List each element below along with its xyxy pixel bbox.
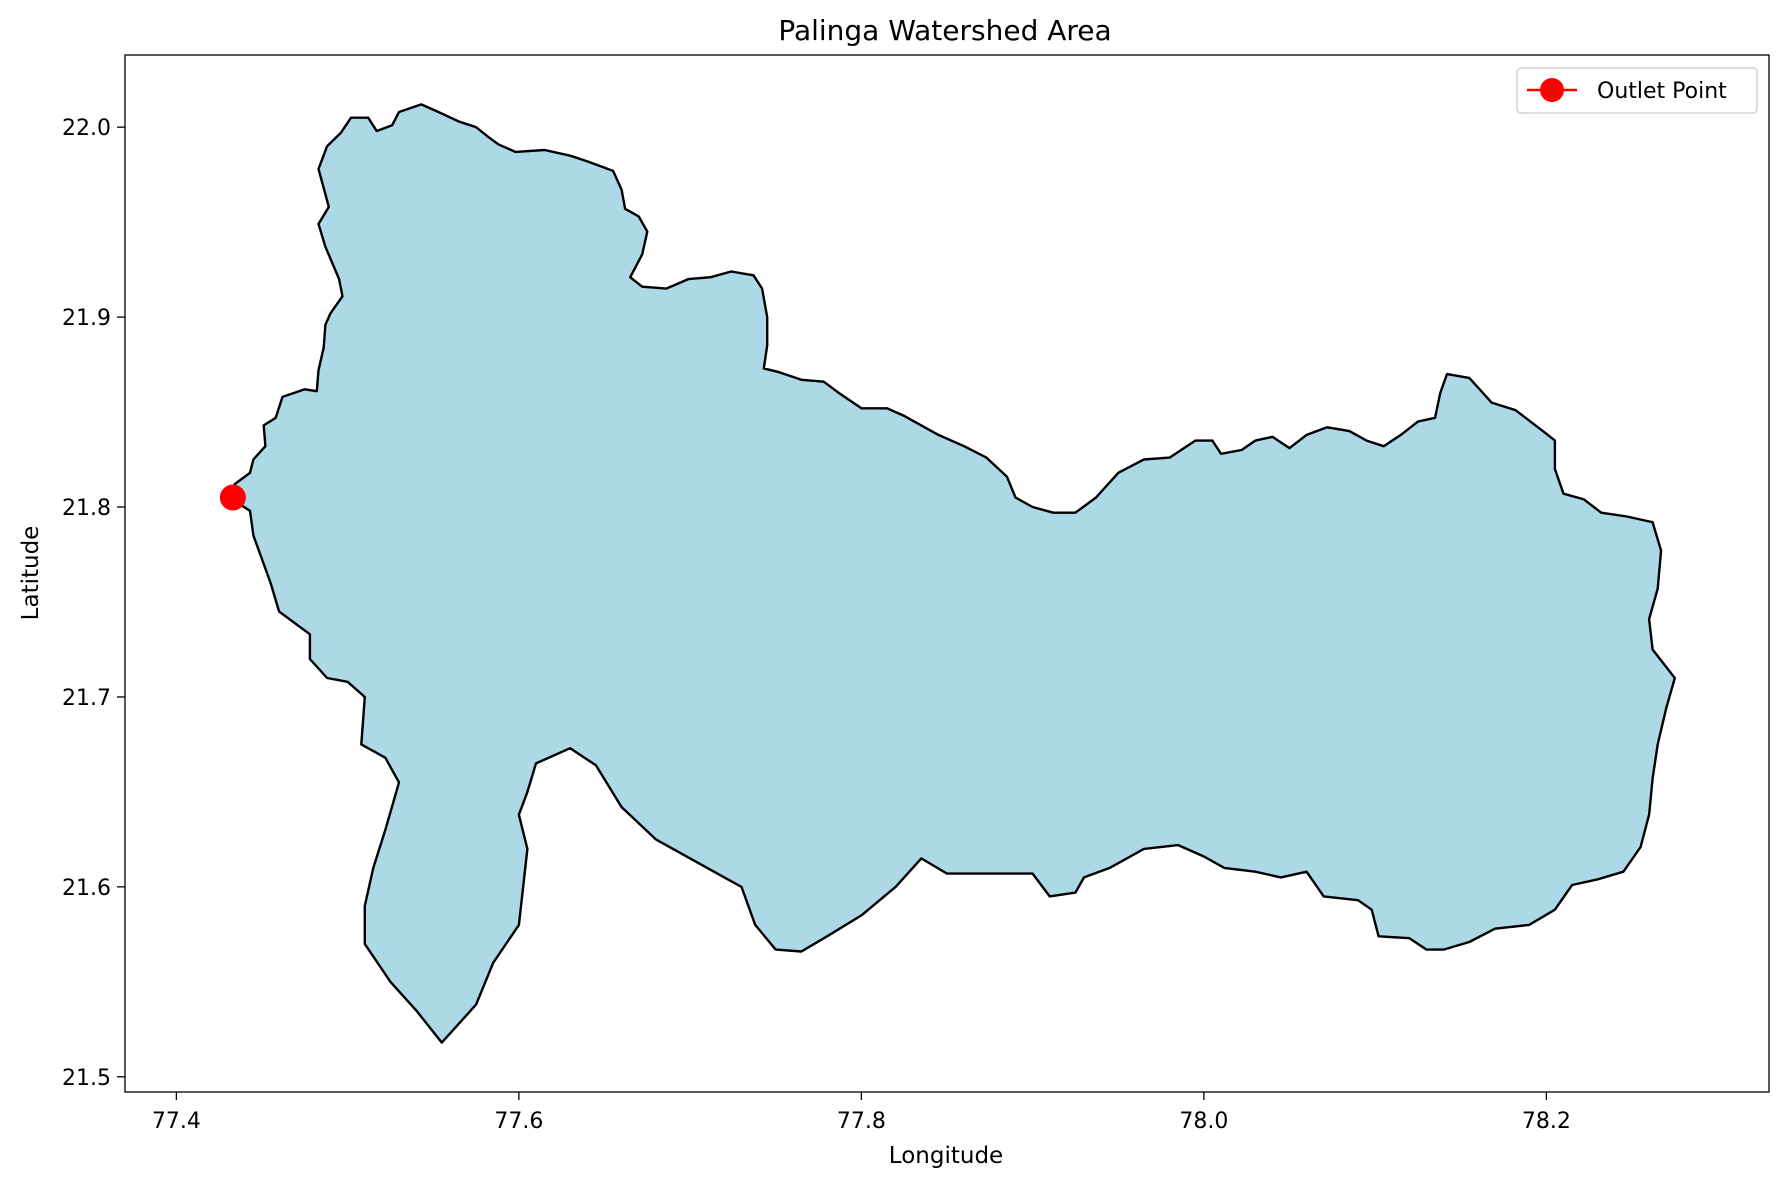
x-tick-label: 77.8: [837, 1109, 886, 1134]
outlet-point-marker: [219, 484, 246, 511]
x-tick-label: 78.0: [1179, 1109, 1228, 1134]
y-tick-label: 21.7: [62, 686, 111, 711]
chart-title: Palinga Watershed Area: [778, 14, 1111, 47]
y-tick-label: 21.5: [62, 1066, 111, 1091]
x-tick-label: 77.4: [152, 1109, 201, 1134]
legend-label-outlet-point: Outlet Point: [1597, 79, 1727, 104]
plot-area: [219, 103, 1676, 1044]
y-tick-label: 21.9: [62, 306, 111, 331]
x-axis-label: Longitude: [889, 1143, 1003, 1169]
x-tick-label: 77.6: [494, 1109, 543, 1134]
x-tick-label: 78.2: [1522, 1109, 1571, 1134]
legend-marker-swatch: [1540, 78, 1564, 102]
legend-box: [1516, 67, 1758, 114]
y-tick-label: 21.6: [62, 876, 111, 901]
watershed-polygon: [233, 103, 1676, 1044]
x-axis-ticks: 77.4 77.6 77.8 78.0 78.2: [152, 1092, 1571, 1134]
y-tick-label: 22.0: [62, 116, 111, 141]
y-tick-label: 21.8: [62, 496, 111, 521]
legend: Outlet Point: [1516, 67, 1758, 114]
y-axis-ticks: 21.5 21.6 21.7 21.8 21.9 22.0: [62, 116, 125, 1091]
axes-frame: [124, 54, 1770, 1093]
y-axis-label: Latitude: [18, 526, 44, 621]
